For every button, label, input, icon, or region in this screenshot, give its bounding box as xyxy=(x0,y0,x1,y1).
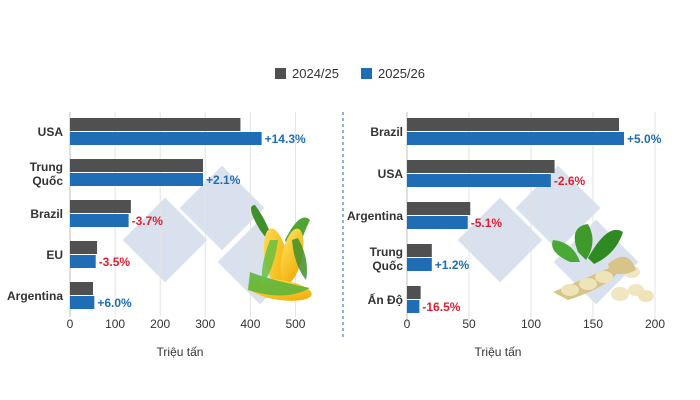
soybean-bar-2025[interactable] xyxy=(407,258,432,271)
soybean-bar-2024[interactable] xyxy=(407,244,432,257)
soybean-bar-2024[interactable] xyxy=(407,160,555,173)
soybean-change-label: -2.6% xyxy=(554,174,586,188)
soybean-icon xyxy=(552,224,654,302)
corn-bar-2025[interactable] xyxy=(70,255,96,268)
legend-label-2025: 2025/26 xyxy=(378,66,425,81)
corn-tick-label: 500 xyxy=(285,317,305,331)
corn-x-axis-label: Triệu tấn xyxy=(157,345,204,359)
legend-label-2024: 2024/25 xyxy=(292,66,339,81)
soybean-tick-label: 100 xyxy=(521,317,541,331)
corn-bar-2024[interactable] xyxy=(70,282,93,295)
corn-category-label: EU xyxy=(46,248,63,262)
soybean-change-label: +1.2% xyxy=(435,258,470,272)
soybean-x-axis-label: Triệu tấn xyxy=(475,345,522,359)
corn-chart-labels: 0 100 200 300 400 500 USA +14.3% Trung Quốc +2.1% B… xyxy=(7,125,306,359)
chart-legend: 2024/25 2025/26 xyxy=(0,66,700,81)
corn-icon xyxy=(248,205,312,301)
legend-swatch-2025 xyxy=(361,68,372,79)
soybean-change-label: -16.5% xyxy=(422,300,460,314)
corn-bar-2024[interactable] xyxy=(70,241,98,254)
soybean-bar-2025[interactable] xyxy=(407,132,624,145)
soybean-tick-label: 150 xyxy=(583,317,603,331)
corn-chart-bars xyxy=(70,118,262,309)
corn-bar-2025[interactable] xyxy=(70,296,95,309)
soybean-tick-label: 0 xyxy=(404,317,411,331)
soybean-change-label: -5.1% xyxy=(471,216,503,230)
legend-item-2025[interactable]: 2025/26 xyxy=(361,66,425,81)
corn-change-label: +14.3% xyxy=(265,132,306,146)
corn-category-label: Brazil xyxy=(30,207,63,221)
corn-change-label: +6.0% xyxy=(97,296,132,310)
corn-bar-2025[interactable] xyxy=(70,214,129,227)
corn-tick-label: 0 xyxy=(67,317,74,331)
soybean-category-label: Ấn Độ xyxy=(368,292,403,307)
corn-tick-label: 100 xyxy=(105,317,125,331)
corn-category-label: Trung Quốc xyxy=(30,160,64,188)
corn-category-label: USA xyxy=(38,125,64,139)
corn-change-label: -3.7% xyxy=(132,214,164,228)
corn-category-label: Argentina xyxy=(7,289,63,303)
corn-tick-label: 200 xyxy=(150,317,170,331)
soybean-bar-2025[interactable] xyxy=(407,300,420,313)
soybean-change-label: +5.0% xyxy=(627,132,662,146)
corn-tick-label: 300 xyxy=(195,317,215,331)
legend-swatch-2024 xyxy=(275,68,286,79)
soybean-bar-2024[interactable] xyxy=(407,286,421,299)
legend-item-2024[interactable]: 2024/25 xyxy=(275,66,339,81)
corn-change-label: -3.5% xyxy=(99,255,131,269)
soybean-category-label: Trung Quốc xyxy=(370,245,404,273)
corn-change-label: +2.1% xyxy=(206,173,241,187)
corn-bar-2024[interactable] xyxy=(70,159,204,172)
soybean-bar-2024[interactable] xyxy=(407,202,471,215)
soybean-chart-bars xyxy=(407,118,624,313)
soybean-bar-2025[interactable] xyxy=(407,174,551,187)
soybean-category-label: Argentina xyxy=(347,209,403,223)
soybean-category-label: Brazil xyxy=(370,125,403,139)
soybean-bar-2025[interactable] xyxy=(407,216,468,229)
soybean-tick-label: 50 xyxy=(462,317,476,331)
soybean-tick-label: 200 xyxy=(645,317,665,331)
corn-bar-2024[interactable] xyxy=(70,200,131,213)
corn-tick-label: 400 xyxy=(240,317,260,331)
soybean-category-label: USA xyxy=(378,167,404,181)
corn-bar-2025[interactable] xyxy=(70,173,204,186)
corn-bar-2025[interactable] xyxy=(70,132,262,145)
soybean-bar-2024[interactable] xyxy=(407,118,620,131)
soybean-chart-labels: 0 50 100 150 200 Brazil +5.0% USA -2.6% Argentina… xyxy=(347,125,665,359)
corn-bar-2024[interactable] xyxy=(70,118,241,131)
